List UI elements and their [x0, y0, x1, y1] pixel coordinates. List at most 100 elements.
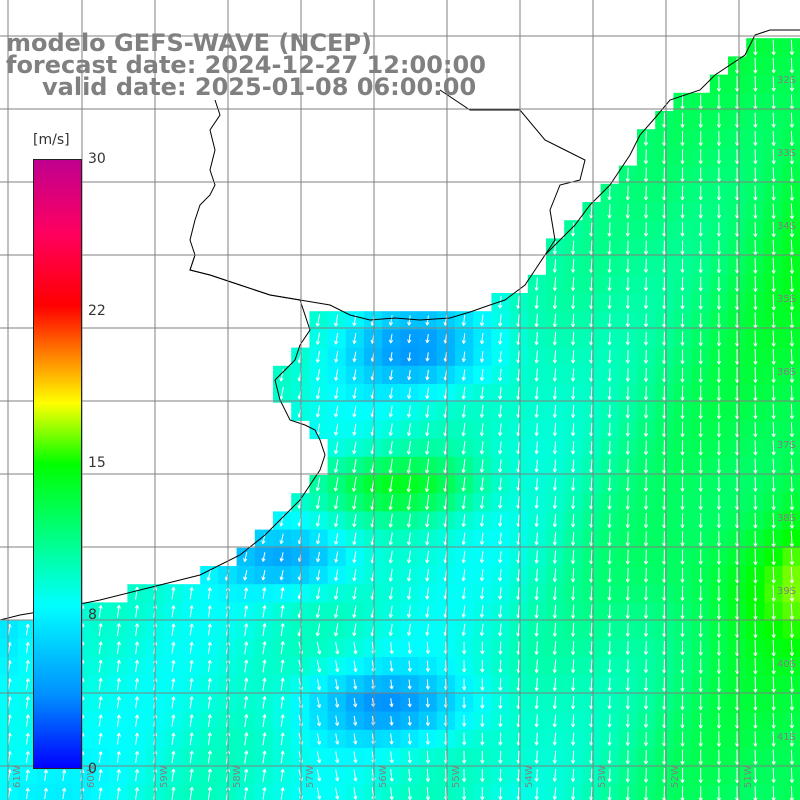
wind-arrow	[407, 387, 412, 399]
wind-arrow	[607, 331, 612, 346]
wind-arrow	[753, 131, 758, 146]
wind-arrow	[534, 295, 539, 309]
wind-arrow	[315, 350, 321, 363]
wind-arrow	[789, 422, 795, 438]
wind-arrow	[315, 477, 321, 492]
wind-arrow	[625, 404, 630, 419]
wind-arrow	[334, 387, 339, 400]
wind-arrow	[698, 167, 703, 183]
wind-arrow	[479, 351, 485, 363]
wind-arrow	[771, 276, 776, 292]
field-cell	[309, 784, 329, 800]
wind-arrow	[388, 423, 393, 436]
wind-arrow	[498, 441, 503, 455]
wind-arrow	[498, 386, 503, 400]
wind-arrow	[643, 313, 649, 328]
wind-arrow	[680, 403, 685, 419]
wind-arrow	[680, 349, 685, 365]
wind-arrow	[680, 277, 685, 291]
colorbar-tick-22: 22	[88, 303, 106, 319]
wind-arrow	[789, 458, 795, 474]
wind-arrow	[607, 277, 612, 291]
wind-arrow	[771, 422, 776, 438]
wind-arrow	[479, 441, 485, 455]
wind-arrow	[771, 185, 776, 201]
wind-arrow	[570, 423, 576, 436]
wind-arrow	[698, 276, 703, 292]
wind-arrow	[625, 440, 630, 455]
wind-arrow	[315, 369, 321, 382]
wind-arrow	[479, 423, 485, 437]
wind-arrow	[643, 404, 649, 419]
latitude-label: 41S	[777, 732, 796, 743]
longitude-label: 58W	[232, 765, 243, 788]
wind-arrow	[789, 403, 795, 420]
wind-arrow	[315, 405, 321, 418]
wind-arrow	[315, 495, 321, 510]
wind-arrow	[680, 258, 685, 273]
wind-arrow	[625, 167, 630, 183]
wind-arrow	[607, 185, 612, 201]
latitude-label: 37S	[777, 440, 796, 451]
wind-arrow	[789, 476, 795, 492]
wind-arrow	[771, 203, 776, 219]
wind-arrow	[552, 350, 557, 364]
wind-arrow	[771, 76, 776, 92]
wind-arrow	[698, 185, 703, 201]
wind-arrow	[425, 423, 430, 437]
wind-arrow	[643, 368, 649, 382]
wind-arrow	[698, 331, 703, 347]
latitude-label: 34S	[777, 221, 796, 232]
wind-arrow	[753, 221, 758, 237]
wind-arrow	[753, 367, 758, 383]
longitude-label: 57W	[305, 765, 316, 788]
wind-arrow	[552, 295, 557, 310]
wind-arrow	[425, 458, 430, 474]
wind-arrow	[716, 167, 722, 183]
wind-arrow	[771, 221, 776, 238]
wind-arrow	[680, 331, 685, 346]
wind-arrow	[716, 149, 722, 164]
wind-arrow	[461, 369, 466, 381]
wind-arrow	[607, 368, 612, 382]
wind-arrow	[753, 57, 758, 74]
wind-arrow	[498, 332, 503, 345]
wind-arrow	[680, 458, 685, 474]
wind-arrow	[625, 350, 630, 364]
wind-arrow	[680, 185, 685, 201]
wind-arrow	[789, 440, 795, 456]
latitude-label: 38S	[777, 513, 796, 524]
wind-arrow	[315, 387, 321, 400]
wind-arrow	[680, 313, 685, 328]
wind-arrow	[388, 458, 393, 474]
wind-arrow	[534, 459, 539, 473]
wind-arrow	[625, 458, 630, 474]
wind-arrow	[552, 386, 557, 400]
wind-arrow	[552, 277, 557, 291]
wind-arrow	[352, 459, 357, 474]
wind-arrow	[753, 458, 758, 474]
wind-arrow	[461, 477, 466, 492]
wind-arrow	[570, 368, 576, 382]
wind-arrow	[698, 367, 703, 383]
wind-arrow	[716, 440, 722, 456]
wind-arrow	[498, 295, 503, 309]
wind-arrow	[570, 222, 576, 237]
wind-arrow	[406, 441, 412, 455]
wind-arrow	[552, 368, 557, 382]
wind-arrow	[789, 367, 795, 383]
wind-arrow	[334, 351, 339, 363]
wind-arrow	[680, 130, 685, 146]
wind-arrow	[407, 352, 412, 362]
wind-arrow	[643, 476, 649, 492]
wind-arrow	[771, 149, 776, 165]
wind-arrow	[625, 258, 630, 273]
wind-arrow	[771, 330, 776, 347]
wind-arrow	[388, 315, 394, 326]
wind-arrow	[425, 387, 430, 400]
wind-arrow	[771, 403, 776, 420]
wind-arrow	[698, 349, 703, 365]
wind-arrow	[461, 423, 466, 437]
valid-date: valid date: 2025-01-08 06:00:00	[42, 73, 477, 101]
wind-arrow	[425, 333, 430, 344]
